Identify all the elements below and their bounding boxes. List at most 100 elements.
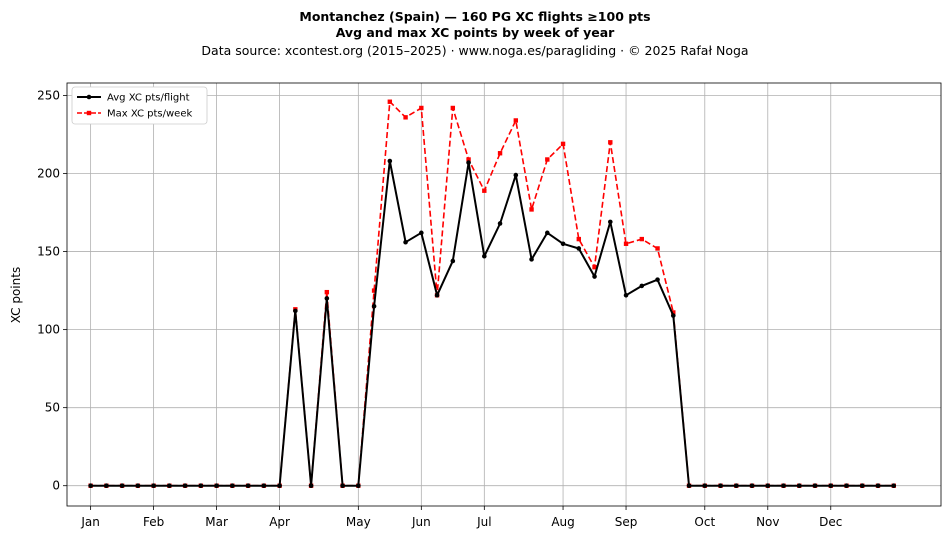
series-line	[90, 100, 894, 487]
data-point	[466, 157, 471, 162]
data-point	[812, 483, 818, 489]
data-point	[419, 105, 424, 111]
x-tick-label: Feb	[143, 515, 164, 529]
data-point	[608, 140, 613, 145]
x-tick-label: Jun	[411, 515, 431, 529]
legend: Avg XC pts/flight Max XC pts/week	[71, 86, 208, 125]
data-point	[230, 483, 235, 489]
data-point	[371, 288, 377, 293]
chart-title-line-1: Montanchez (Spain) — 160 PG XC flights ≥…	[299, 9, 650, 24]
data-point	[545, 157, 550, 162]
data-point	[151, 483, 156, 489]
x-tick-label: Apr	[269, 515, 290, 529]
data-point	[466, 160, 471, 165]
data-point	[529, 207, 534, 212]
data-point	[718, 483, 723, 489]
legend-entry: Max XC pts/week	[77, 109, 192, 120]
data-point	[198, 483, 204, 489]
x-tick-label: Sep	[615, 515, 638, 529]
data-point	[356, 483, 361, 489]
legend-marker	[86, 94, 92, 100]
series-max	[88, 99, 896, 488]
data-point	[403, 239, 408, 245]
data-point	[324, 296, 330, 301]
x-tick-label: Jul	[476, 515, 491, 529]
x-tick-label: Jan	[80, 515, 100, 529]
y-axis-label: XC points	[9, 267, 23, 323]
legend-label: Avg XC pts/flight	[107, 93, 190, 104]
data-point	[623, 292, 629, 298]
data-point	[450, 258, 456, 264]
data-point	[104, 483, 109, 489]
data-point	[277, 483, 282, 489]
data-point	[261, 483, 267, 489]
y-tick-label: 50	[45, 401, 60, 415]
data-point	[655, 246, 660, 251]
data-point	[733, 483, 739, 489]
data-point	[308, 483, 314, 489]
y-tick-label: 250	[37, 88, 60, 102]
data-point	[623, 241, 629, 246]
data-point	[135, 483, 141, 489]
data-point	[560, 141, 566, 147]
data-point	[482, 253, 487, 259]
data-point	[670, 313, 676, 318]
x-tick-label: Oct	[694, 515, 715, 529]
data-point	[497, 221, 503, 226]
y-tick-label: 100	[37, 323, 60, 337]
ticks-layer: Jan Feb Mar Apr May Jun Jul Aug Sep Oct Nov Dec 0 50 1…	[37, 88, 842, 529]
legend-box	[71, 86, 208, 125]
data-point	[513, 172, 519, 178]
data-point	[245, 483, 251, 489]
data-point	[749, 483, 755, 489]
data-point	[781, 483, 786, 489]
data-point	[214, 483, 219, 489]
y-tick-label: 150	[37, 245, 60, 259]
series-layer	[88, 99, 897, 489]
data-point	[88, 483, 93, 489]
data-point	[828, 483, 834, 489]
data-point	[387, 158, 393, 164]
x-tick-label: Aug	[551, 515, 574, 529]
data-point	[403, 115, 408, 120]
data-point	[891, 483, 897, 489]
legend-entries: Avg XC pts/flight Max XC pts/week	[77, 93, 192, 120]
data-point	[419, 230, 424, 236]
legend-label: Max XC pts/week	[107, 109, 192, 120]
chart-title-line-2: Avg and max XC points by week of year	[336, 25, 615, 40]
data-point	[450, 105, 456, 111]
data-point	[324, 289, 330, 295]
data-point	[671, 310, 676, 315]
data-point	[167, 483, 172, 489]
data-point	[592, 274, 597, 279]
data-point	[875, 483, 881, 489]
chart-subtitle: Data source: xcontest.org (2015–2025) · …	[201, 43, 748, 58]
data-point	[607, 219, 613, 225]
data-point	[340, 483, 345, 489]
data-point	[293, 308, 298, 314]
x-tick-label: Nov	[756, 515, 779, 529]
data-point	[371, 303, 377, 309]
data-point	[182, 483, 188, 489]
data-point	[513, 118, 519, 123]
y-tick-label: 200	[37, 167, 60, 181]
data-point	[576, 236, 582, 242]
data-point	[119, 483, 125, 489]
data-point	[702, 483, 708, 489]
data-point	[434, 292, 440, 298]
x-tick-label: May	[346, 515, 371, 529]
data-point	[639, 236, 644, 242]
data-point	[560, 241, 566, 247]
data-point	[529, 257, 534, 262]
data-point	[482, 188, 487, 193]
data-point	[576, 246, 582, 251]
data-point	[497, 151, 503, 156]
data-point	[844, 483, 849, 489]
data-point	[796, 483, 802, 489]
data-point	[859, 483, 865, 489]
data-point	[765, 483, 771, 489]
data-point	[686, 483, 692, 489]
legend-marker	[86, 110, 92, 116]
x-tick-label: Dec	[819, 515, 842, 529]
data-point	[639, 283, 645, 289]
